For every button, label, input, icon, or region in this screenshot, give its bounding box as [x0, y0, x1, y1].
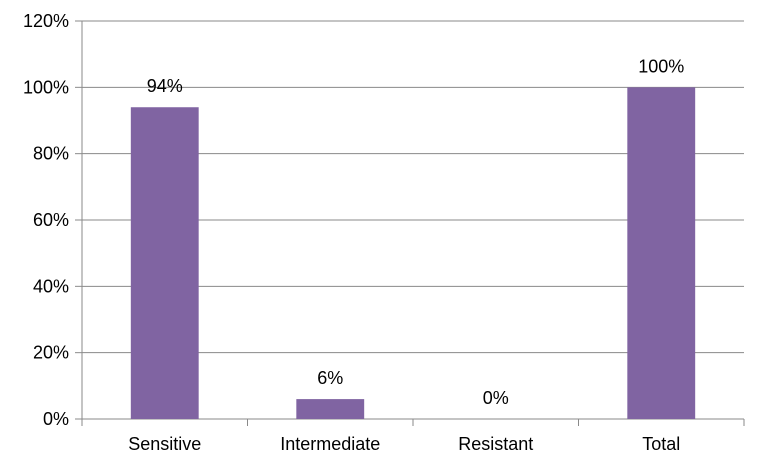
bar — [296, 399, 365, 419]
y-tick-label: 40% — [33, 276, 69, 296]
data-label: 94% — [147, 76, 183, 96]
data-label: 6% — [317, 368, 343, 388]
y-tick-label: 100% — [23, 77, 69, 97]
x-category-label: Intermediate — [280, 434, 380, 454]
y-tick-label: 0% — [43, 409, 69, 429]
bar — [627, 87, 696, 419]
x-category-label: Sensitive — [128, 434, 201, 454]
bars — [130, 87, 696, 419]
x-category-label: Resistant — [458, 434, 533, 454]
y-tick-label: 120% — [23, 11, 69, 31]
data-label: 0% — [483, 388, 509, 408]
y-tick-label: 20% — [33, 343, 69, 363]
labels: 94% Sensitive 6% Intermediate 0% Resistant 100… — [128, 56, 684, 454]
data-label: 100% — [638, 56, 684, 76]
x-category-label: Total — [642, 434, 680, 454]
y-tick-label: 80% — [33, 144, 69, 164]
y-tick-label: 60% — [33, 210, 69, 230]
axes: 0% 20% 40% 60% 80% 100% 120% — [23, 11, 745, 429]
bar — [130, 107, 199, 419]
